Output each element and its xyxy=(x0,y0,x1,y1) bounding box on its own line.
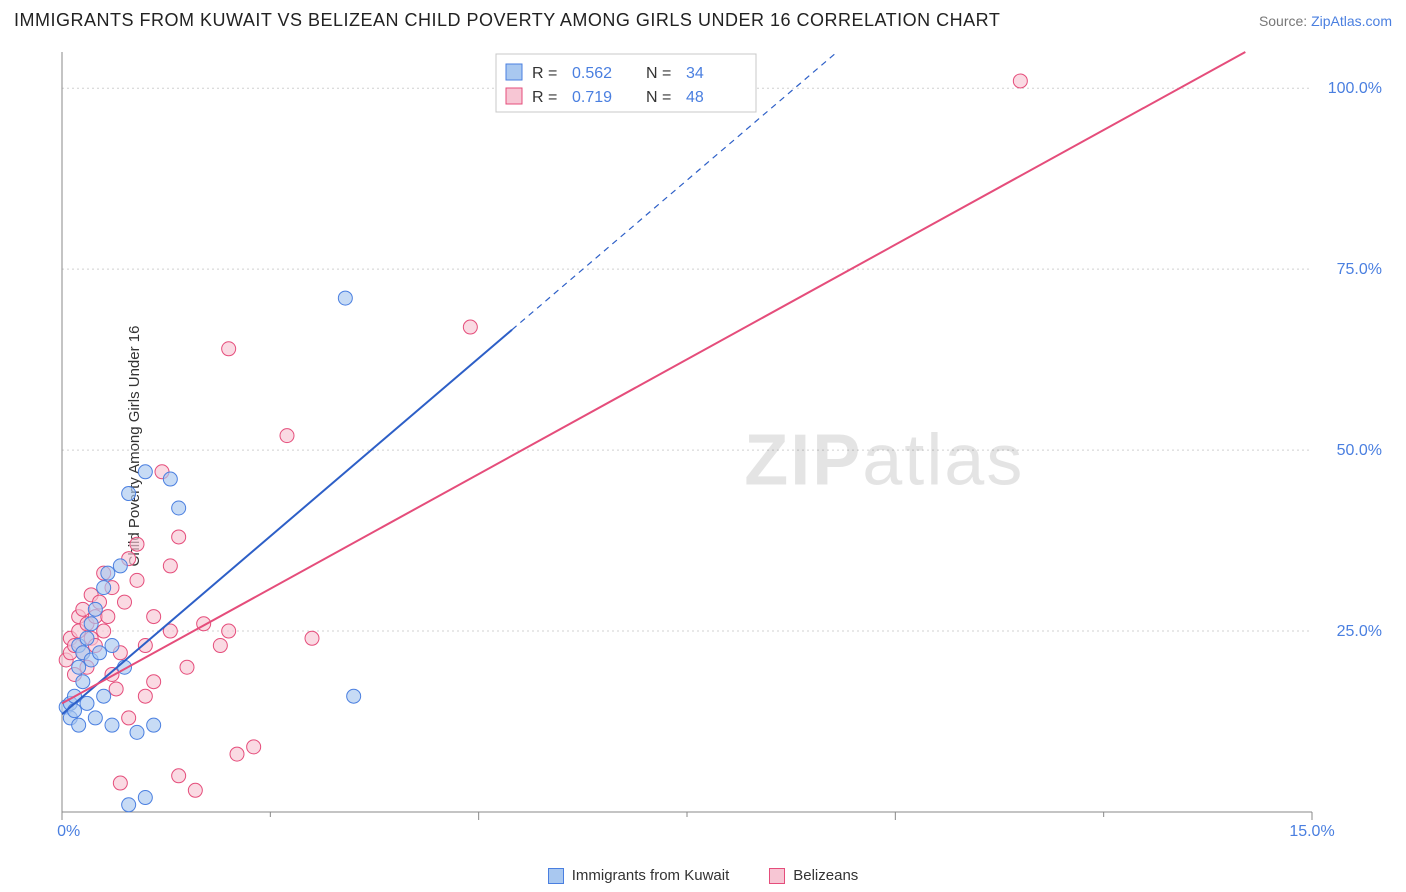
data-point-belizean xyxy=(463,320,477,334)
data-point-belizean xyxy=(222,624,236,638)
legend-item-belizean: Belizeans xyxy=(769,867,858,884)
data-point-kuwait xyxy=(80,631,94,645)
legend-swatch-belizean xyxy=(769,868,785,884)
corr-r-label-kuwait: R = xyxy=(532,65,557,82)
chart-title: IMMIGRANTS FROM KUWAIT VS BELIZEAN CHILD… xyxy=(14,10,1000,31)
data-point-kuwait xyxy=(88,711,102,725)
y-tick-label: 75.0% xyxy=(1337,261,1382,278)
data-point-kuwait xyxy=(113,559,127,573)
corr-n-label-kuwait: N = xyxy=(646,65,671,82)
data-point-belizean xyxy=(130,537,144,551)
trend-line-kuwait xyxy=(62,330,512,715)
data-point-belizean xyxy=(97,624,111,638)
data-point-kuwait xyxy=(147,718,161,732)
data-point-belizean xyxy=(113,776,127,790)
data-point-belizean xyxy=(147,610,161,624)
data-point-kuwait xyxy=(105,639,119,653)
data-point-belizean xyxy=(222,342,236,356)
data-point-kuwait xyxy=(68,704,82,718)
data-point-belizean xyxy=(138,639,152,653)
data-point-kuwait xyxy=(72,660,86,674)
data-point-kuwait xyxy=(138,791,152,805)
data-point-kuwait xyxy=(122,487,136,501)
data-point-belizean xyxy=(247,740,261,754)
data-point-kuwait xyxy=(122,798,136,812)
data-point-kuwait xyxy=(84,617,98,631)
data-point-belizean xyxy=(76,602,90,616)
data-point-belizean xyxy=(109,682,123,696)
data-point-kuwait xyxy=(163,472,177,486)
data-point-kuwait xyxy=(93,646,107,660)
corr-swatch-belizean xyxy=(506,88,522,104)
data-point-kuwait xyxy=(88,602,102,616)
corr-n-value-belizean: 48 xyxy=(686,89,704,106)
legend-label-kuwait: Immigrants from Kuwait xyxy=(572,867,730,884)
data-point-belizean xyxy=(138,689,152,703)
legend-item-kuwait: Immigrants from Kuwait xyxy=(548,867,730,884)
data-point-belizean xyxy=(305,631,319,645)
data-point-kuwait xyxy=(130,725,144,739)
data-point-kuwait xyxy=(172,501,186,515)
data-point-belizean xyxy=(230,747,244,761)
source-prefix: Source: xyxy=(1259,13,1311,29)
data-point-belizean xyxy=(122,711,136,725)
data-point-belizean xyxy=(130,573,144,587)
data-point-kuwait xyxy=(347,689,361,703)
data-point-kuwait xyxy=(72,718,86,732)
data-point-belizean xyxy=(180,660,194,674)
y-tick-label: 50.0% xyxy=(1337,442,1382,459)
legend-label-belizean: Belizeans xyxy=(793,867,858,884)
source-link[interactable]: ZipAtlas.com xyxy=(1311,13,1392,29)
data-point-belizean xyxy=(147,675,161,689)
corr-r-value-belizean: 0.719 xyxy=(572,89,612,106)
data-point-belizean xyxy=(101,610,115,624)
data-point-belizean xyxy=(118,595,132,609)
x-tick-label: 0.0% xyxy=(56,823,80,840)
data-point-kuwait xyxy=(80,696,94,710)
source-attribution: Source: ZipAtlas.com xyxy=(1259,13,1392,29)
data-point-kuwait xyxy=(105,718,119,732)
data-point-belizean xyxy=(163,559,177,573)
data-point-belizean xyxy=(172,769,186,783)
data-point-kuwait xyxy=(338,291,352,305)
corr-n-value-kuwait: 34 xyxy=(686,65,704,82)
x-axis-legend: Immigrants from Kuwait Belizeans xyxy=(0,867,1406,884)
legend-swatch-kuwait xyxy=(548,868,564,884)
data-point-belizean xyxy=(213,639,227,653)
data-point-kuwait xyxy=(101,566,115,580)
data-point-belizean xyxy=(172,530,186,544)
watermark: ZIPatlas xyxy=(744,421,1024,501)
data-point-kuwait xyxy=(97,689,111,703)
data-point-kuwait xyxy=(76,675,90,689)
y-tick-label: 100.0% xyxy=(1328,80,1382,97)
corr-r-label-belizean: R = xyxy=(532,89,557,106)
data-point-belizean xyxy=(1013,74,1027,88)
data-point-kuwait xyxy=(138,465,152,479)
trend-line-belizean xyxy=(62,52,1245,703)
corr-r-value-kuwait: 0.562 xyxy=(572,65,612,82)
chart-area: 25.0% 50.0% 75.0% 100.0% 0.0% 15.0% ZIPatlas R … xyxy=(56,48,1392,842)
corr-n-label-belizean: N = xyxy=(646,89,671,106)
x-tick-label: 15.0% xyxy=(1289,823,1334,840)
data-point-belizean xyxy=(280,429,294,443)
data-point-kuwait xyxy=(97,581,111,595)
data-point-belizean xyxy=(188,783,202,797)
corr-swatch-kuwait xyxy=(506,64,522,80)
title-bar: IMMIGRANTS FROM KUWAIT VS BELIZEAN CHILD… xyxy=(14,10,1392,31)
scatter-plot: 25.0% 50.0% 75.0% 100.0% 0.0% 15.0% ZIPatlas R … xyxy=(56,48,1392,842)
y-tick-label: 25.0% xyxy=(1337,623,1382,640)
